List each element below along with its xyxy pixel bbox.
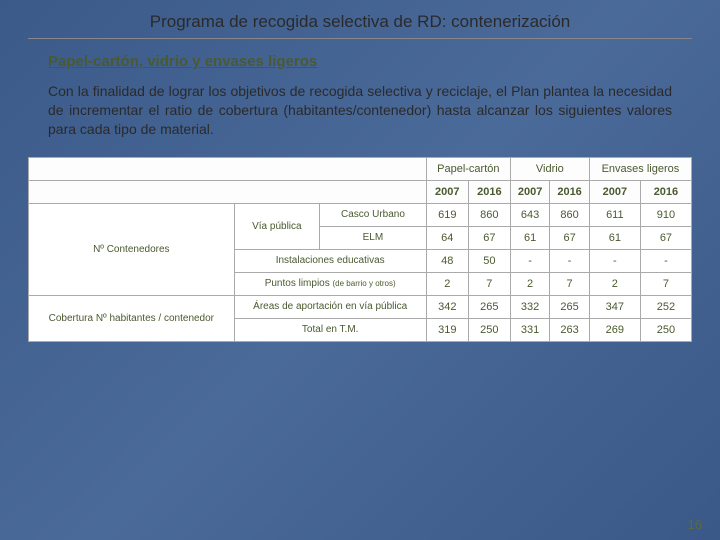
cell: 269	[589, 318, 640, 341]
row-label: ELM	[320, 226, 427, 249]
cell: 263	[550, 318, 589, 341]
slide-paragraph: Con la finalidad de lograr los objetivos…	[48, 82, 672, 139]
sub-label: Vía pública	[234, 203, 320, 249]
col-year: 2016	[468, 180, 510, 203]
cell: 2	[426, 272, 468, 295]
cell: -	[550, 249, 589, 272]
cell: 611	[589, 203, 640, 226]
cell: 250	[468, 318, 510, 341]
cell: 910	[640, 203, 691, 226]
page-number: 16	[688, 517, 702, 532]
cell: 67	[468, 226, 510, 249]
row-label: Áreas de aportación en vía pública	[234, 295, 426, 318]
cell: 332	[510, 295, 549, 318]
cell: 252	[640, 295, 691, 318]
col-group: Envases ligeros	[589, 157, 691, 180]
table-row: Nº Contenedores Vía pública Casco Urbano…	[29, 203, 692, 226]
data-table: Papel-cartón Vidrio Envases ligeros 2007…	[28, 157, 692, 342]
cell: 265	[550, 295, 589, 318]
col-year: 2007	[589, 180, 640, 203]
row-label: Casco Urbano	[320, 203, 427, 226]
cell: 2	[510, 272, 549, 295]
cell: -	[640, 249, 691, 272]
cell: 342	[426, 295, 468, 318]
cell: 7	[550, 272, 589, 295]
cell: 7	[468, 272, 510, 295]
col-year: 2016	[550, 180, 589, 203]
col-year: 2016	[640, 180, 691, 203]
col-year: 2007	[426, 180, 468, 203]
cell: 61	[510, 226, 549, 249]
section-label: Nº Contenedores	[29, 203, 235, 295]
cell: 319	[426, 318, 468, 341]
cell: 7	[640, 272, 691, 295]
table-row: Cobertura Nº habitantes / contenedor Áre…	[29, 295, 692, 318]
cell: 67	[640, 226, 691, 249]
col-group: Vidrio	[510, 157, 589, 180]
cell: -	[510, 249, 549, 272]
cell: 61	[589, 226, 640, 249]
table-header-years: 2007 2016 2007 2016 2007 2016	[29, 180, 692, 203]
cell: 860	[550, 203, 589, 226]
row-label: Instalaciones educativas	[234, 249, 426, 272]
row-label: Puntos limpios (de barrio y otros)	[234, 272, 426, 295]
cell: 347	[589, 295, 640, 318]
cell: 265	[468, 295, 510, 318]
cell: 48	[426, 249, 468, 272]
cell: 860	[468, 203, 510, 226]
cell: 250	[640, 318, 691, 341]
slide-subtitle: Papel-cartón, vidrio y envases ligeros	[48, 53, 672, 70]
slide-title: Programa de recogida selectiva de RD: co…	[28, 12, 692, 39]
cell: 619	[426, 203, 468, 226]
col-year: 2007	[510, 180, 549, 203]
cell: 67	[550, 226, 589, 249]
cell: -	[589, 249, 640, 272]
cell: 2	[589, 272, 640, 295]
section-label: Cobertura Nº habitantes / contenedor	[29, 295, 235, 341]
row-label: Total en T.M.	[234, 318, 426, 341]
col-group: Papel-cartón	[426, 157, 510, 180]
cell: 64	[426, 226, 468, 249]
cell: 50	[468, 249, 510, 272]
table-header-groups: Papel-cartón Vidrio Envases ligeros	[29, 157, 692, 180]
cell: 643	[510, 203, 549, 226]
cell: 331	[510, 318, 549, 341]
